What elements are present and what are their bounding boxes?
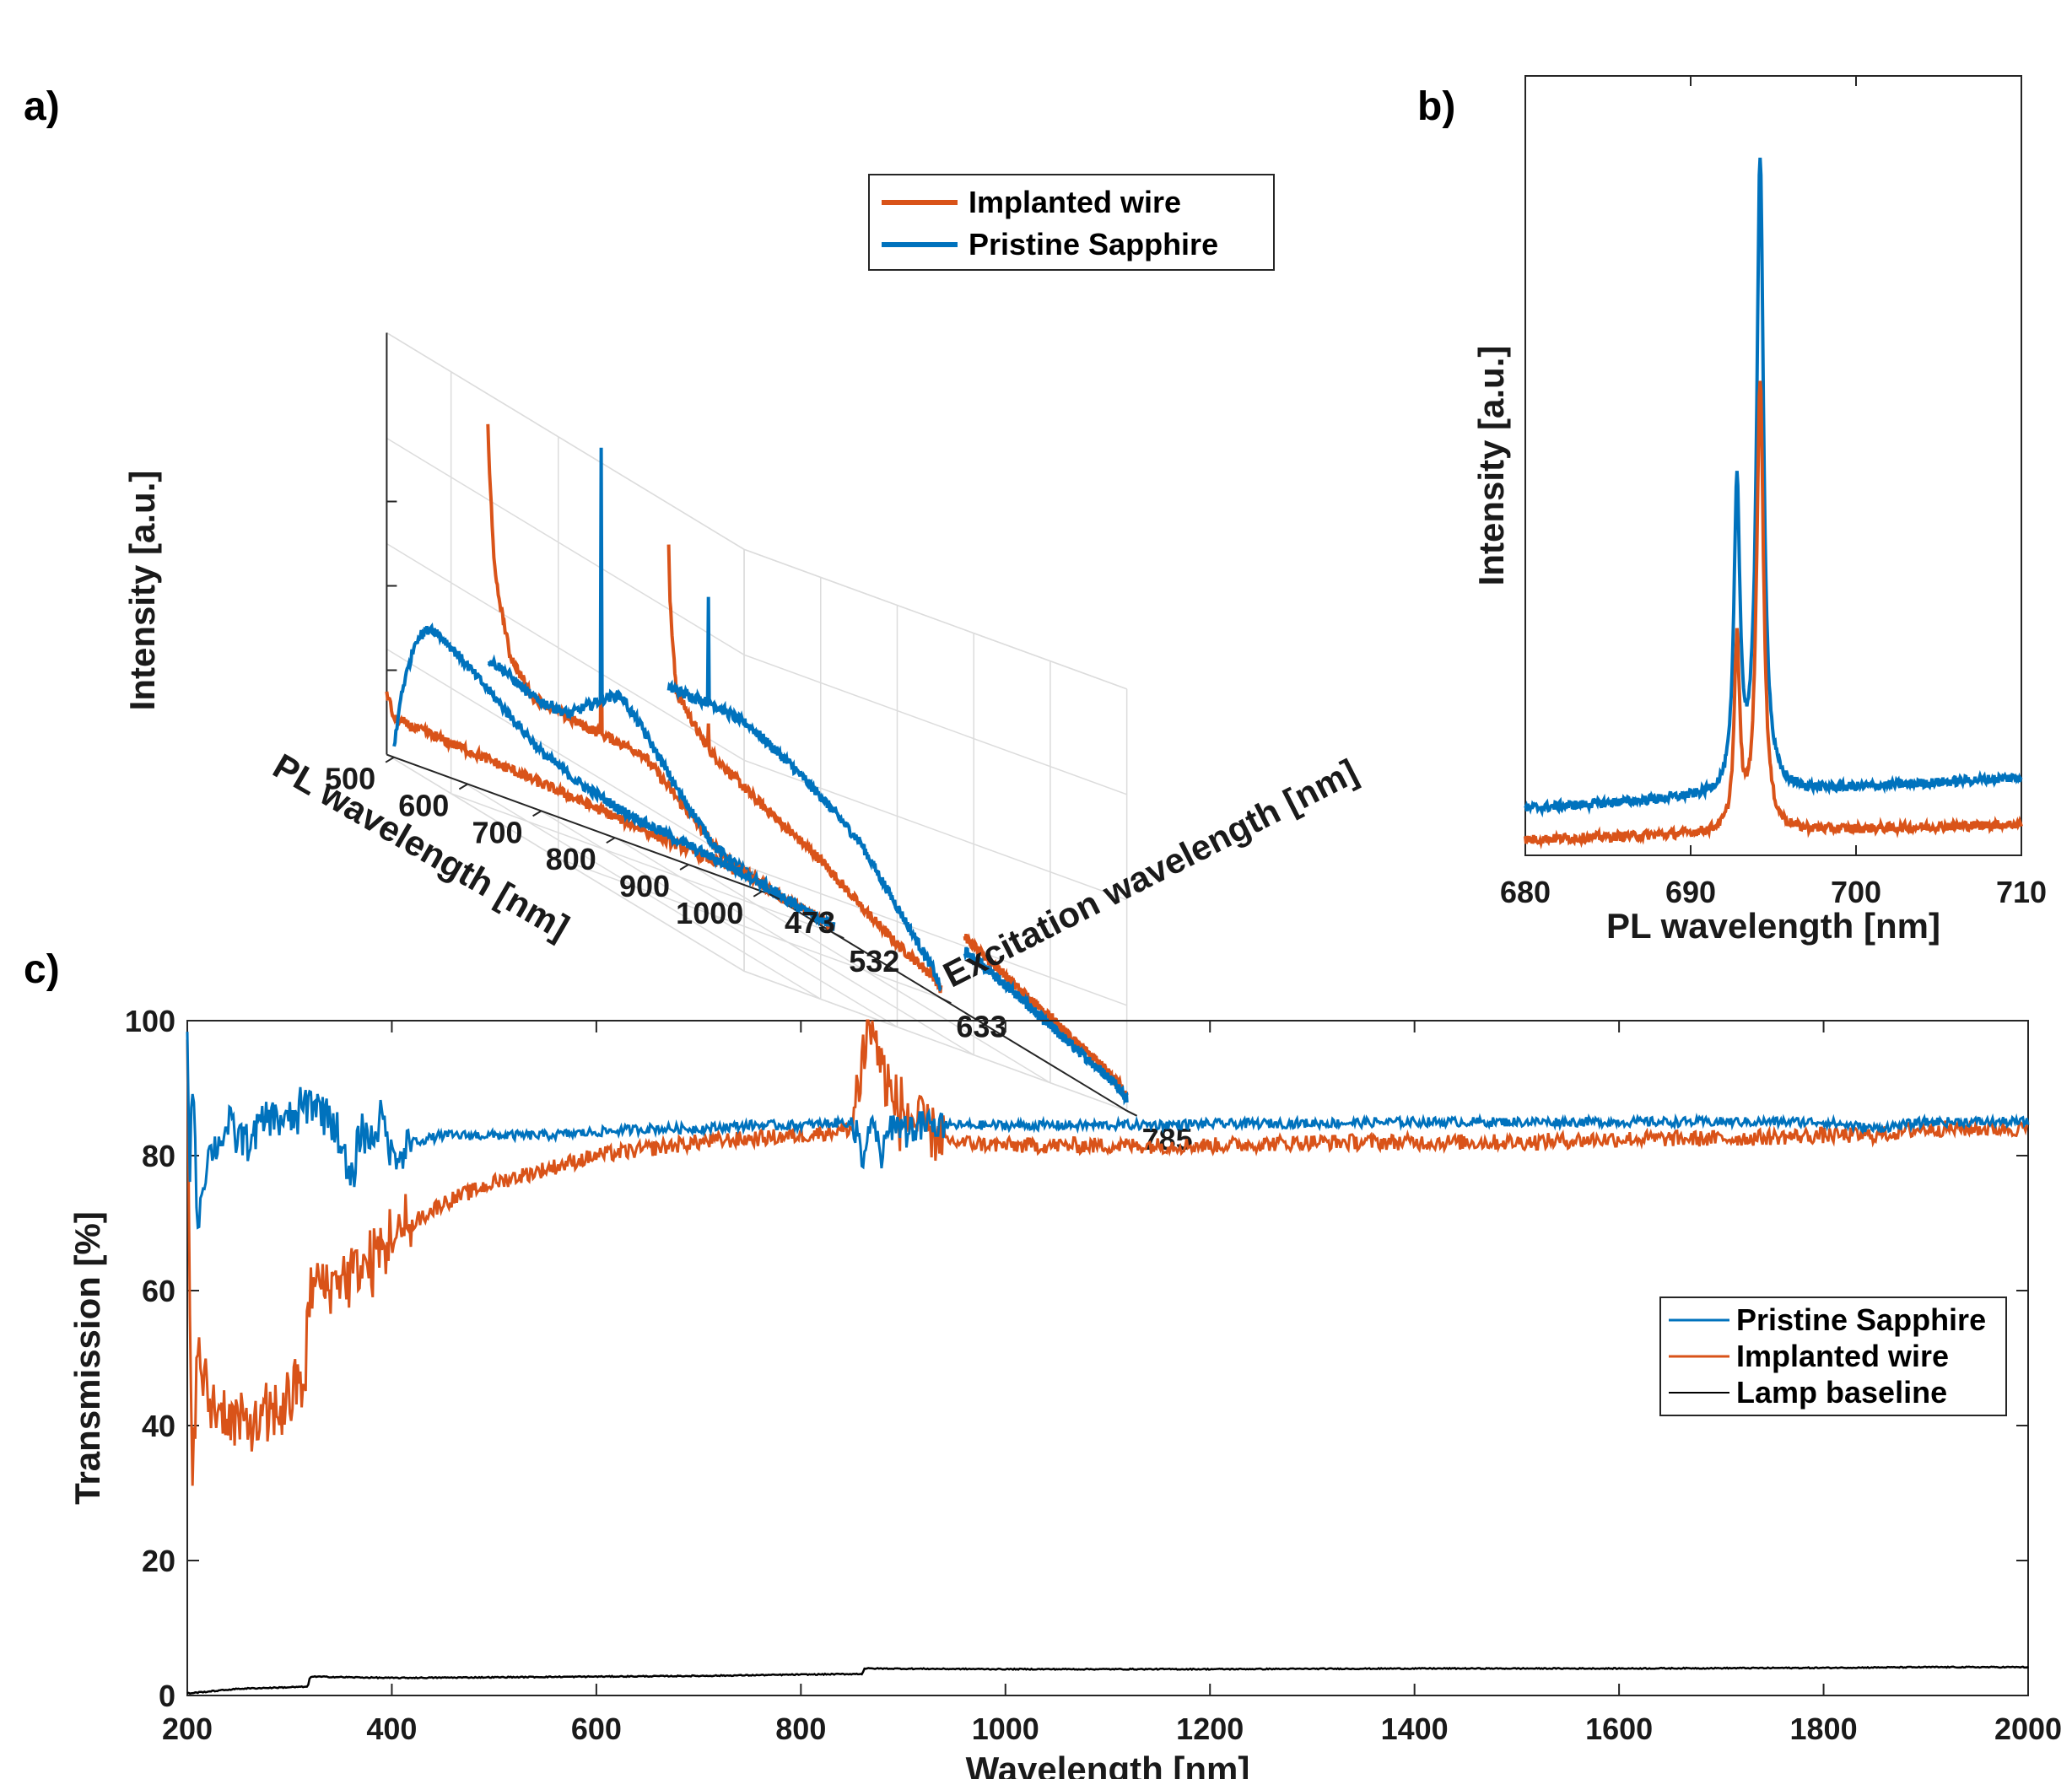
chart-a-gridline-x-floor — [616, 838, 974, 1056]
chart-c-y-tick-label: 20 — [142, 1544, 175, 1578]
chart-a-series-pristine-633 — [666, 596, 942, 992]
chart-c-x-tick-label: 600 — [571, 1712, 622, 1746]
chart-a-y-tick — [769, 893, 780, 900]
chart-b-x-tick-label: 680 — [1500, 875, 1551, 909]
chart-c-xlabel: Wavelength [nm] — [966, 1749, 1250, 1779]
chart-a-legend-implanted: Implanted wire — [969, 185, 1181, 219]
chart-c-legend: Pristine Sapphire Implanted wire Lamp ba… — [1659, 1297, 2007, 1416]
chart-b-series-implanted — [1524, 380, 2023, 850]
chart-a-x-tick-label: 500 — [325, 762, 375, 796]
chart-c-x-tick-label: 800 — [775, 1712, 826, 1746]
chart-a-gridline-x-floor — [386, 753, 745, 972]
chart-c-x-tick-label: 1600 — [1585, 1712, 1653, 1746]
chart-c-series-pristine — [186, 1032, 2030, 1230]
chart-a-series-pristine-473 — [392, 622, 771, 894]
chart-b: 680 690 700 710 PL wavelength [nm] Intensit… — [1471, 75, 2047, 946]
chart-a-x-tick — [385, 756, 395, 763]
chart-c-series-implanted — [186, 1019, 2030, 1486]
chart-a-x-tick — [458, 783, 468, 790]
chart-a-series-implanted-633 — [666, 544, 943, 994]
chart-a-y-tick — [833, 932, 844, 940]
chart-a-x-tick — [606, 837, 616, 844]
chart-c-ylabel: Transmission [%] — [67, 1211, 107, 1505]
chart-b-x-tick-label: 700 — [1831, 875, 1881, 909]
chart-a-x-tick-label: 1000 — [676, 896, 743, 930]
panel-label-a: a) — [24, 84, 60, 129]
chart-b-series-pristine — [1524, 157, 2023, 818]
chart-b-ticks: 680 690 700 710 — [1500, 76, 2047, 909]
chart-b-xlabel: PL wavelength [nm] — [1606, 906, 1940, 946]
chart-c-legend-pristine: Pristine Sapphire — [1736, 1302, 1986, 1337]
chart-a-x-tick-label: 700 — [472, 815, 523, 849]
chart-a-x-tick-label: 900 — [619, 869, 670, 903]
panel-label-b: b) — [1417, 84, 1455, 129]
chart-c-legend-implanted: Implanted wire — [1736, 1339, 1949, 1373]
chart-a-x-axis — [386, 753, 770, 895]
chart-a-zlabel: Intensity [a.u.] — [122, 471, 162, 711]
chart-c-x-tick-label: 400 — [366, 1712, 417, 1746]
chart-a-legend-box — [868, 174, 1275, 271]
chart-a-gridline-x-floor — [692, 865, 1051, 1084]
chart-b-ylabel: Intensity [a.u.] — [1471, 346, 1511, 586]
chart-c-y-tick-label: 40 — [142, 1409, 175, 1443]
chart-a-series-pristine-532 — [487, 447, 836, 932]
chart-a-gridline-z — [386, 332, 1127, 690]
chart-c-legend-lamp: Lamp baseline — [1736, 1375, 1947, 1410]
chart-a-y-tick — [940, 997, 952, 1005]
chart-a-legend: Implanted wire Pristine Sapphire — [868, 174, 1275, 271]
chart-c-x-tick-label: 1000 — [972, 1712, 1039, 1746]
chart-c-x-tick-label: 2000 — [1994, 1712, 2062, 1746]
chart-a-gridline-y-floor — [451, 793, 834, 934]
chart-a-y-tick-label: 532 — [849, 944, 899, 978]
chart-a-x-tick — [532, 810, 542, 817]
chart-c-ticks: 200 400 600 800 1000 1200 1400 1600 1800 2000 0 20 4… — [125, 1004, 2062, 1746]
chart-a-y-tick-label: 473 — [785, 905, 835, 940]
chart-a-top-edge — [386, 332, 745, 550]
chart-a-series — [385, 423, 1129, 1106]
chart-a-gridline-x-floor — [462, 781, 822, 1000]
chart-a-x-tick-label: 800 — [546, 842, 596, 876]
chart-a-gridline-z — [386, 437, 1127, 795]
chart-c: 200 400 600 800 1000 1200 1400 1600 1800 2000 0 20 4… — [67, 1004, 2062, 1779]
chart-c-frame — [186, 1020, 2029, 1696]
chart-a-top-edge — [743, 548, 1127, 690]
chart-b-x-tick-label: 690 — [1665, 875, 1716, 909]
chart-b-frame — [1524, 75, 2022, 856]
chart-c-x-tick-label: 1200 — [1176, 1712, 1244, 1746]
chart-c-x-tick-label: 1400 — [1381, 1712, 1449, 1746]
chart-a-x-tick — [753, 890, 763, 898]
chart-c-x-tick-label: 1800 — [1790, 1712, 1858, 1746]
panel-label-c: c) — [24, 947, 60, 992]
chart-a-gridline-x-floor — [539, 810, 898, 1028]
chart-c-y-tick-label: 0 — [159, 1679, 175, 1713]
chart-a-x-tick-label: 600 — [398, 789, 449, 823]
chart-a-ylabel: Excitation wavelength [nm] — [937, 752, 1364, 995]
chart-a-x-tick — [679, 864, 689, 871]
chart-c-x-tick-label: 200 — [162, 1712, 213, 1746]
chart-a-gridline-y-floor — [558, 858, 942, 999]
chart-c-y-tick-label: 80 — [142, 1139, 175, 1173]
chart-a-legend-pristine: Pristine Sapphire — [969, 227, 1218, 261]
chart-b-series — [1524, 157, 2023, 850]
chart-b-x-tick-label: 710 — [1996, 875, 2047, 909]
chart-c-y-tick-label: 60 — [142, 1274, 175, 1308]
chart-c-series-lamp — [186, 1665, 2029, 1695]
chart-c-y-tick-label: 100 — [125, 1004, 175, 1038]
chart-a-y-tick-label: 633 — [956, 1009, 1006, 1043]
chart-c-series — [186, 1019, 2030, 1695]
chart-a-y-tick — [1126, 1109, 1138, 1117]
chart-a-gridline-y-floor — [743, 970, 1127, 1112]
